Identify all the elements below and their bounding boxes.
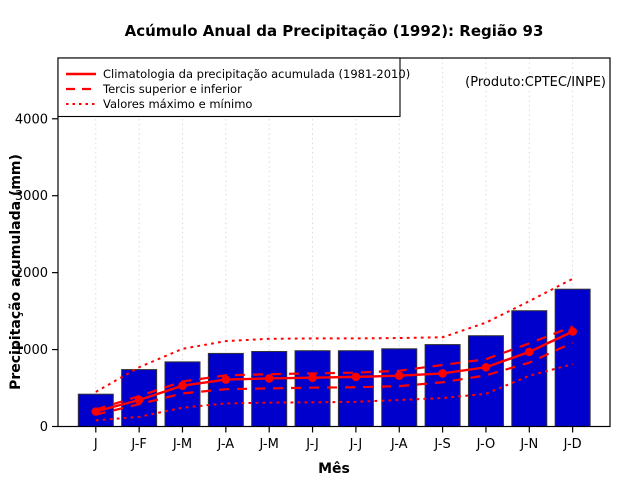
- climatology-point: [264, 374, 274, 383]
- x-tick-label: J-O: [476, 437, 496, 452]
- y-tick-label: 2000: [15, 266, 48, 281]
- legend: Climatologia da precipitação acumulada (…: [57, 57, 410, 118]
- chart-title: Acúmulo Anual da Precipitação (1992): Re…: [125, 22, 544, 40]
- bar-J-S: [424, 344, 461, 427]
- x-tick-label: J-F: [130, 437, 147, 452]
- y-axis-title: Precipitação acumulada (mm): [8, 154, 24, 390]
- legend-box: [57, 57, 401, 118]
- y-tick-label: 4000: [15, 112, 48, 127]
- climatology-point: [178, 381, 187, 391]
- legend-label-max-min: Valores máximo e mínimo: [103, 97, 252, 111]
- climatology-point: [438, 369, 447, 378]
- x-tick-label: J-M: [259, 437, 279, 452]
- climatology-line: [95, 330, 574, 413]
- climatology-point: [394, 371, 404, 381]
- x-axis-title: Mês: [318, 461, 350, 477]
- x-tick-label: J-A: [390, 437, 408, 452]
- climatology-point: [351, 372, 361, 382]
- bar-J-J: [337, 350, 374, 428]
- tercile-lower-line: [95, 341, 574, 416]
- climatology-point: [221, 375, 231, 384]
- min-line: [95, 363, 573, 422]
- x-tick-label: J-A: [217, 437, 235, 452]
- climatology-point: [134, 395, 144, 405]
- x-tick-label: J-J: [349, 437, 363, 452]
- x-tick-label: J-S: [433, 437, 450, 452]
- x-tick-label: J-J: [305, 437, 319, 452]
- x-tick-label: J-M: [172, 437, 192, 452]
- x-tick-label: J-N: [519, 437, 538, 452]
- y-tick-label: 3000: [15, 189, 48, 204]
- x-tick-label: J: [93, 437, 98, 452]
- bar-J-O: [467, 335, 504, 427]
- bar-J-D: [554, 288, 591, 427]
- plot-area: 0 1000 2000 3000 4000 J J-F J-M J-A J-M J-J J-J J-A J…: [15, 57, 611, 452]
- bar-J-M: [164, 361, 201, 427]
- bar-J-A: [381, 348, 418, 428]
- y-tick-label: 0: [40, 420, 48, 435]
- climatology-point: [568, 327, 577, 336]
- climatology-point: [308, 373, 317, 382]
- y-tick-label: 1000: [15, 343, 48, 358]
- x-tick-label: J-D: [563, 437, 582, 452]
- climatology-point: [525, 347, 534, 357]
- legend-label-climatology: Climatologia da precipitação acumulada (…: [103, 67, 410, 81]
- product-credit: (Produto:CPTEC/INPE): [465, 75, 606, 90]
- bar-J-N: [511, 310, 548, 428]
- climatology-point: [481, 362, 491, 372]
- climatology-point: [91, 407, 101, 416]
- tercile-upper-line: [95, 325, 574, 411]
- legend-label-terciles: Tercis superior e inferior: [102, 82, 242, 96]
